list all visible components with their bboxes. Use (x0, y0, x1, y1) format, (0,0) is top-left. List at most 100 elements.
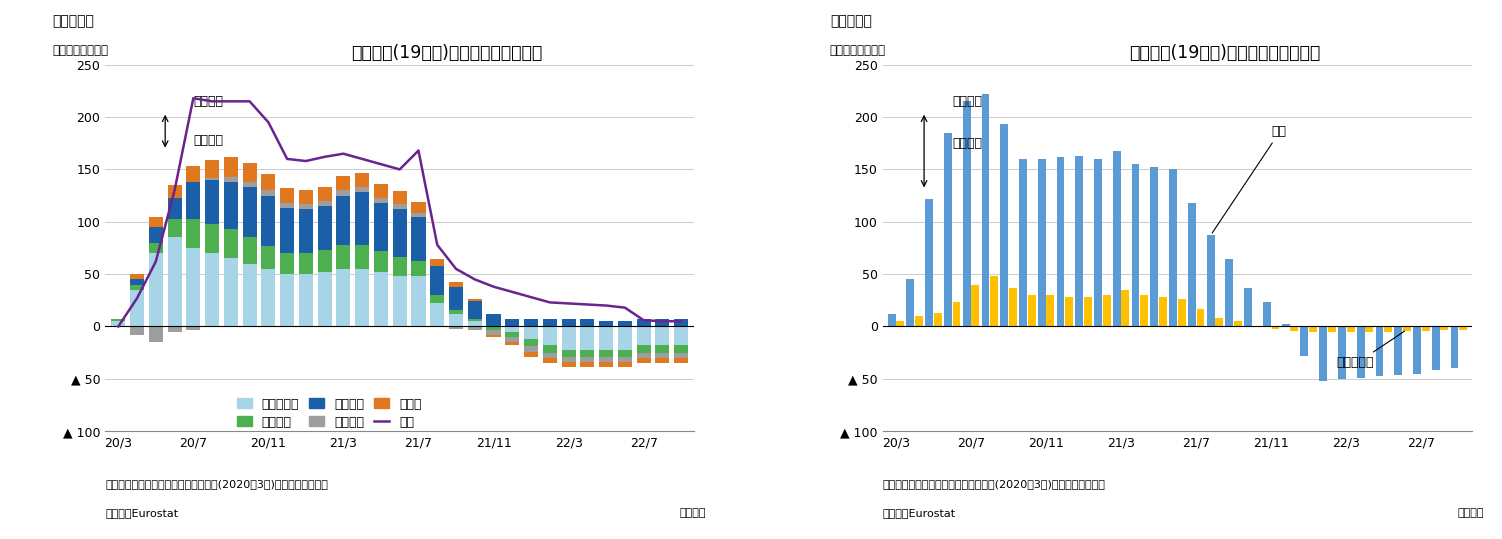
Bar (317, 250, 332, 272)
Bar (392, 276, 407, 327)
Bar (505, 337, 520, 342)
Bar (224, 182, 237, 229)
Bar (1365, 327, 1373, 331)
Bar (131, 274, 144, 279)
Bar (562, 327, 575, 349)
Bar (186, 248, 200, 327)
Bar (562, 319, 575, 327)
Bar (542, 319, 557, 327)
Bar (1000, 125, 1008, 327)
Text: （図表３）: （図表３） (53, 14, 95, 28)
Bar (467, 301, 482, 319)
Bar (317, 272, 332, 327)
Bar (674, 358, 688, 363)
Bar (952, 302, 960, 327)
Bar (299, 190, 312, 204)
Bar (111, 321, 125, 327)
Bar (1122, 290, 1130, 327)
Legend: その他の国, スペイン, イタリア, フランス, ドイツ, 全体: その他の国, スペイン, イタリア, フランス, ドイツ, 全体 (233, 394, 425, 432)
Bar (412, 276, 425, 327)
Bar (168, 219, 182, 238)
Bar (299, 204, 312, 209)
Bar (412, 217, 425, 260)
Bar (655, 353, 670, 358)
Bar (524, 339, 538, 347)
Bar (449, 327, 463, 329)
Bar (131, 327, 144, 335)
Bar (374, 198, 388, 203)
Bar (637, 358, 650, 363)
Bar (524, 327, 538, 339)
Bar (412, 202, 425, 213)
Bar (505, 327, 520, 331)
Bar (224, 177, 237, 182)
Bar (1113, 150, 1120, 327)
Bar (934, 313, 942, 327)
Bar (1356, 327, 1365, 378)
Bar (1422, 327, 1430, 330)
Text: 失業者減: 失業者減 (952, 137, 982, 150)
Bar (562, 357, 575, 362)
Bar (1093, 159, 1102, 327)
Bar (655, 345, 670, 353)
Text: 失業者増: 失業者増 (952, 95, 982, 108)
Bar (131, 290, 144, 327)
Bar (243, 264, 257, 327)
Bar (430, 266, 445, 295)
Bar (449, 314, 463, 327)
Bar (261, 190, 275, 196)
Bar (467, 321, 482, 327)
Bar (674, 319, 688, 327)
Bar (599, 321, 613, 327)
Bar (915, 316, 922, 327)
Bar (261, 246, 275, 269)
Bar (243, 163, 257, 182)
Bar (336, 269, 350, 327)
Bar (1131, 164, 1140, 327)
Bar (897, 321, 904, 327)
Bar (1440, 327, 1448, 330)
Bar (1338, 327, 1346, 379)
Bar (1376, 327, 1383, 376)
Bar (243, 182, 257, 187)
Text: 失業者減: 失業者減 (194, 134, 224, 147)
Bar (617, 349, 632, 357)
Bar (524, 351, 538, 357)
Bar (1310, 327, 1317, 331)
Text: （資料）Eurostat: （資料）Eurostat (883, 508, 955, 518)
Bar (206, 180, 219, 224)
Bar (1009, 288, 1017, 327)
Bar (1018, 159, 1027, 327)
Bar (111, 319, 125, 321)
Bar (925, 199, 933, 327)
Bar (336, 196, 350, 245)
Bar (243, 187, 257, 238)
Bar (981, 94, 990, 327)
Bar (206, 160, 219, 178)
Bar (580, 362, 595, 367)
Bar (186, 182, 200, 219)
Bar (412, 213, 425, 217)
Bar (505, 342, 520, 345)
Bar (599, 349, 613, 357)
Bar (599, 327, 613, 349)
Bar (224, 157, 237, 177)
Bar (505, 319, 520, 327)
Bar (1413, 327, 1421, 374)
Bar (1226, 259, 1233, 327)
Bar (467, 319, 482, 321)
Text: （図表４）: （図表４） (829, 14, 871, 28)
Bar (243, 238, 257, 264)
Text: （注）季節調整値、「コロナショック(2020年3月)」からの累積人数: （注）季節調整値、「コロナショック(2020年3月)」からの累積人数 (105, 479, 327, 489)
Bar (279, 188, 294, 203)
Bar (131, 285, 144, 290)
Bar (637, 319, 650, 327)
Bar (599, 357, 613, 362)
Bar (637, 327, 650, 345)
Bar (943, 133, 952, 327)
Bar (1403, 327, 1410, 330)
Bar (149, 217, 162, 227)
Bar (617, 362, 632, 367)
Bar (1102, 295, 1110, 327)
Bar (206, 178, 219, 180)
